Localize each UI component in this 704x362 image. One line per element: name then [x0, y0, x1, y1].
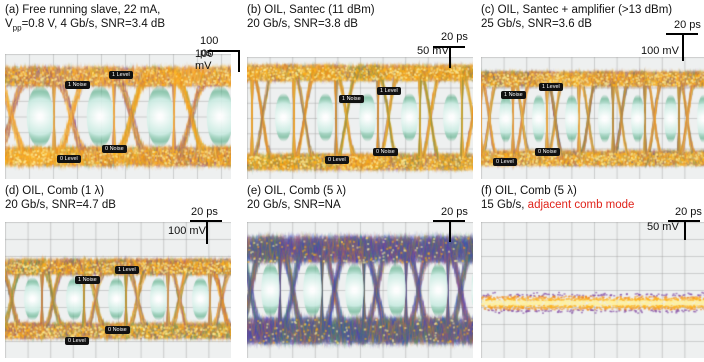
- tag-0-noise: 0 Noise: [373, 148, 398, 156]
- eye-diagram-f: [481, 222, 704, 358]
- panel-e-caption: (e) OIL, Comb (5 λ) 20 Gb/s, SNR=NA: [247, 184, 473, 212]
- tag-0-noise: 0 Noise: [102, 145, 127, 153]
- panel-b-caption-line1: (b) OIL, Santec (11 dBm): [247, 4, 375, 16]
- tag-0-noise: 0 Noise: [105, 326, 130, 334]
- panel-c-caption-line2: 25 Gb/s, SNR=3.6 dB: [481, 18, 592, 30]
- eye-diagram-a: 1 Level 1 Noise 0 Noise 0 Level: [5, 54, 231, 179]
- eye-canvas-f: [481, 222, 704, 358]
- scale-bar-v-e: [449, 220, 451, 242]
- scale-bar-v-d: [206, 220, 208, 244]
- panel-d-caption: (d) OIL, Comb (1 λ) 20 Gb/s, SNR=4.7 dB: [5, 184, 231, 212]
- scale-bar-h-a: [208, 50, 240, 52]
- panel-b-caption-line2: 20 Gb/s, SNR=3.8 dB: [247, 18, 358, 30]
- time-scale-c: 20 ps: [674, 19, 701, 31]
- tag-1-level: 1 Level: [377, 87, 401, 95]
- panel-c-caption-line1: (c) OIL, Santec + amplifier (>13 dBm): [481, 4, 673, 16]
- volt-scale-f: 50 mV: [647, 221, 679, 233]
- panel-a-caption-line1: (a) Free running slave, 22 mA,: [5, 4, 161, 16]
- tag-1-level: 1 Level: [539, 83, 563, 91]
- panel-d-caption-line1: (d) OIL, Comb (1 λ): [5, 185, 105, 197]
- time-scale-b: 20 ps: [441, 31, 468, 43]
- panel-a-caption-v: V: [5, 18, 13, 30]
- eye-canvas-b: [247, 57, 473, 179]
- eye-diagram-e: [247, 222, 473, 358]
- tag-1-level: 1 Level: [115, 266, 139, 274]
- panel-a-caption-sub: pp: [12, 23, 22, 33]
- eye-diagram-b: 1 Level 1 Noise 0 Noise 0 Level: [247, 57, 473, 179]
- panel-f-caption-red: adjacent comb mode: [527, 199, 635, 211]
- volt-scale-d: 100 mV: [168, 225, 206, 237]
- volt-scale-b: 50 mV: [417, 45, 449, 57]
- eye-canvas-d: [5, 222, 231, 358]
- eye-diagram-c: 1 Level 1 Noise 0 Noise 0 Level: [481, 57, 704, 179]
- eye-canvas-e: [247, 222, 473, 358]
- panel-e-caption-line2: 20 Gb/s, SNR=NA: [247, 199, 341, 211]
- eye-canvas-c: [481, 57, 704, 179]
- panel-e-caption-line1: (e) OIL, Comb (5 λ): [247, 185, 347, 197]
- panel-a-caption: (a) Free running slave, 22 mA, Vpp=0.8 V…: [5, 3, 231, 35]
- scale-bar-v-c: [682, 33, 684, 61]
- volt-scale-c: 100 mV: [641, 45, 679, 57]
- tag-0-level: 0 Level: [493, 158, 517, 166]
- panel-c-caption: (c) OIL, Santec + amplifier (>13 dBm) 25…: [481, 3, 704, 31]
- tag-1-noise: 1 Noise: [339, 95, 364, 103]
- tag-0-noise: 0 Noise: [535, 148, 560, 156]
- tag-0-level: 0 Level: [65, 337, 89, 345]
- panel-f-caption-line1: (f) OIL, Comb (5 λ): [481, 185, 577, 197]
- time-scale-d: 20 ps: [191, 206, 218, 218]
- panel-d-caption-line2: 20 Gb/s, SNR=4.7 dB: [5, 199, 116, 211]
- time-scale-a: 100 ps: [200, 35, 219, 59]
- panel-f-caption: (f) OIL, Comb (5 λ) 15 Gb/s, adjacent co…: [481, 184, 704, 212]
- panel-b-caption: (b) OIL, Santec (11 dBm) 20 Gb/s, SNR=3.…: [247, 3, 473, 31]
- time-scale-e: 20 ps: [441, 206, 468, 218]
- scale-bar-v-a: [238, 50, 240, 72]
- time-scale-f: 20 ps: [675, 206, 702, 218]
- scale-bar-v-f: [684, 220, 686, 240]
- panel-a-caption-line2: =0.8 V, 4 Gb/s, SNR=3.4 dB: [21, 18, 165, 30]
- tag-1-noise: 1 Noise: [75, 276, 100, 284]
- tag-0-level: 0 Level: [57, 155, 81, 163]
- scale-bar-v-b: [449, 46, 451, 68]
- eye-diagram-d: 1 Level 1 Noise 0 Noise 0 Level: [5, 222, 231, 358]
- tag-1-level: 1 Level: [109, 71, 133, 79]
- tag-1-noise: 1 Noise: [501, 91, 526, 99]
- tag-0-level: 0 Level: [325, 156, 349, 164]
- tag-1-noise: 1 Noise: [65, 81, 90, 89]
- panel-f-caption-line2: 15 Gb/s,: [481, 199, 528, 211]
